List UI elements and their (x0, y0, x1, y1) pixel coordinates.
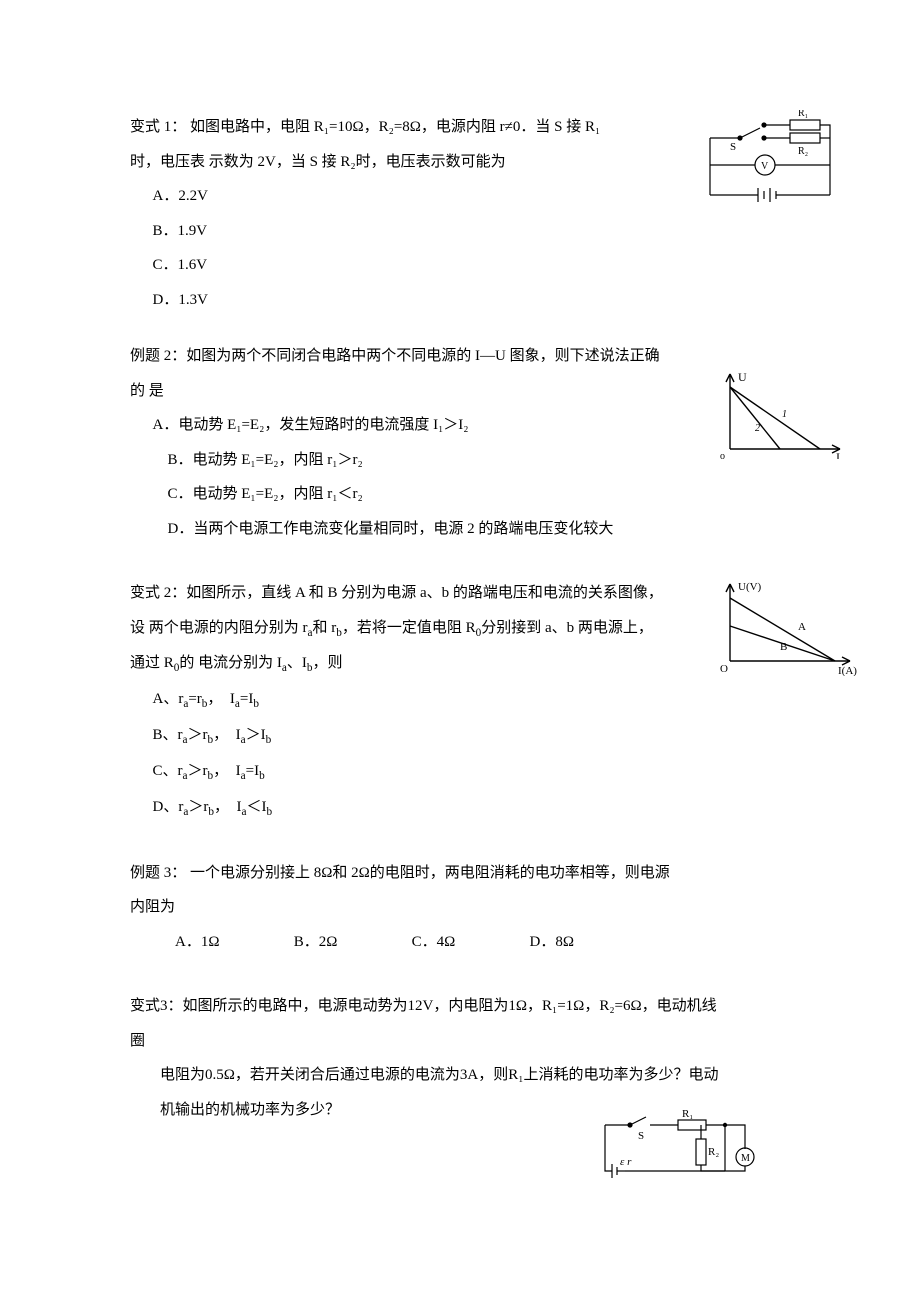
y-axis-label: U (738, 370, 747, 384)
origin-label: o (720, 451, 725, 459)
voltmeter-label: V (761, 161, 769, 172)
origin-label: O (720, 663, 728, 675)
option-c: C．4Ω (389, 925, 455, 960)
options-row: A．1Ω B．2Ω C．4Ω D．8Ω (130, 925, 830, 960)
line1-label: 1 (782, 409, 787, 420)
problem-variant-2: 变式 2：如图所示，直线 A 和 B 分别为电源 a、b 的路端电压和电流的关系… (130, 576, 830, 826)
problem-example-3: 例题 3： 一个电源分别接上 8Ω和 2Ω的电阻时，两电阻消耗的电功率相等，则电… (130, 856, 830, 960)
line2-label: 2 (755, 423, 760, 434)
problem-variant-3: 变式3：如图所示的电路中，电源电动势为12V，内电阻为1Ω，R₁=1Ω，R₂=6… (130, 989, 830, 1127)
option-b: B．2Ω (271, 925, 337, 960)
circuit-diagram-1: S R₁ R₂ V (700, 110, 840, 220)
r2-label: R₂ (708, 1146, 719, 1158)
motor-label: M (741, 1153, 750, 1164)
option-c: C．电动势 E₁=E₂，内阻 r₁＜r₂ (130, 477, 830, 512)
line-a-label: A (798, 621, 806, 633)
option-c: C、ra＞rb， Ia=Ib (130, 754, 830, 790)
switch-label: S (638, 1130, 644, 1142)
x-axis-label: I(A) (838, 665, 857, 676)
problem-example-2: 例题 2：如图为两个不同闭合电路中两个不同电源的 I—U 图象，则下述说法正确 … (130, 339, 830, 546)
circuit-diagram-2: S R₁ R₂ ε r M (590, 1109, 760, 1189)
r2-label: R₂ (798, 146, 808, 157)
option-c: C．1.6V (130, 248, 830, 283)
stem-line: 例题 3： 一个电源分别接上 8Ω和 2Ω的电阻时，两电阻消耗的电功率相等，则电… (130, 856, 830, 891)
problem-variant-1: 变式 1： 如图电路中，电阻 R₁=10Ω，R₂=8Ω，电源内阻 r≠0．当 S… (130, 110, 830, 317)
switch-label: S (730, 141, 736, 153)
stem-line: 内阻为 (130, 890, 830, 925)
x-axis-label: I (836, 450, 840, 459)
option-b: B、ra＞rb， Ia＞Ib (130, 718, 830, 754)
line-b-label: B (780, 641, 787, 653)
stem-line: 变式3：如图所示的电路中，电源电动势为12V，内电阻为1Ω，R₁=1Ω，R₂=6… (130, 989, 830, 1024)
iu-graph-2: U(V) I(A) A B O (710, 576, 860, 676)
emf-label: ε r (620, 1156, 632, 1168)
r1-label: R₁ (798, 110, 808, 119)
stem-line: 圈 (130, 1024, 830, 1059)
option-a: A、ra=rb， Ia=Ib (130, 682, 830, 718)
stem-line: 电阻为0.5Ω，若开关闭合后通过电源的电流为3A，则R₁上消耗的电功率为多少？电… (130, 1058, 830, 1093)
iu-graph-1: U I 1 2 o (710, 369, 850, 459)
option-d: D．8Ω (507, 925, 574, 960)
option-d: D、ra＞rb， Ia＜Ib (130, 790, 830, 826)
r1-label: R₁ (682, 1109, 693, 1120)
y-axis-label: U(V) (738, 581, 762, 593)
option-d: D．当两个电源工作电流变化量相同时，电源 2 的路端电压变化较大 (130, 512, 830, 547)
option-d: D．1.3V (130, 283, 830, 318)
option-a: A．1Ω (153, 925, 220, 960)
